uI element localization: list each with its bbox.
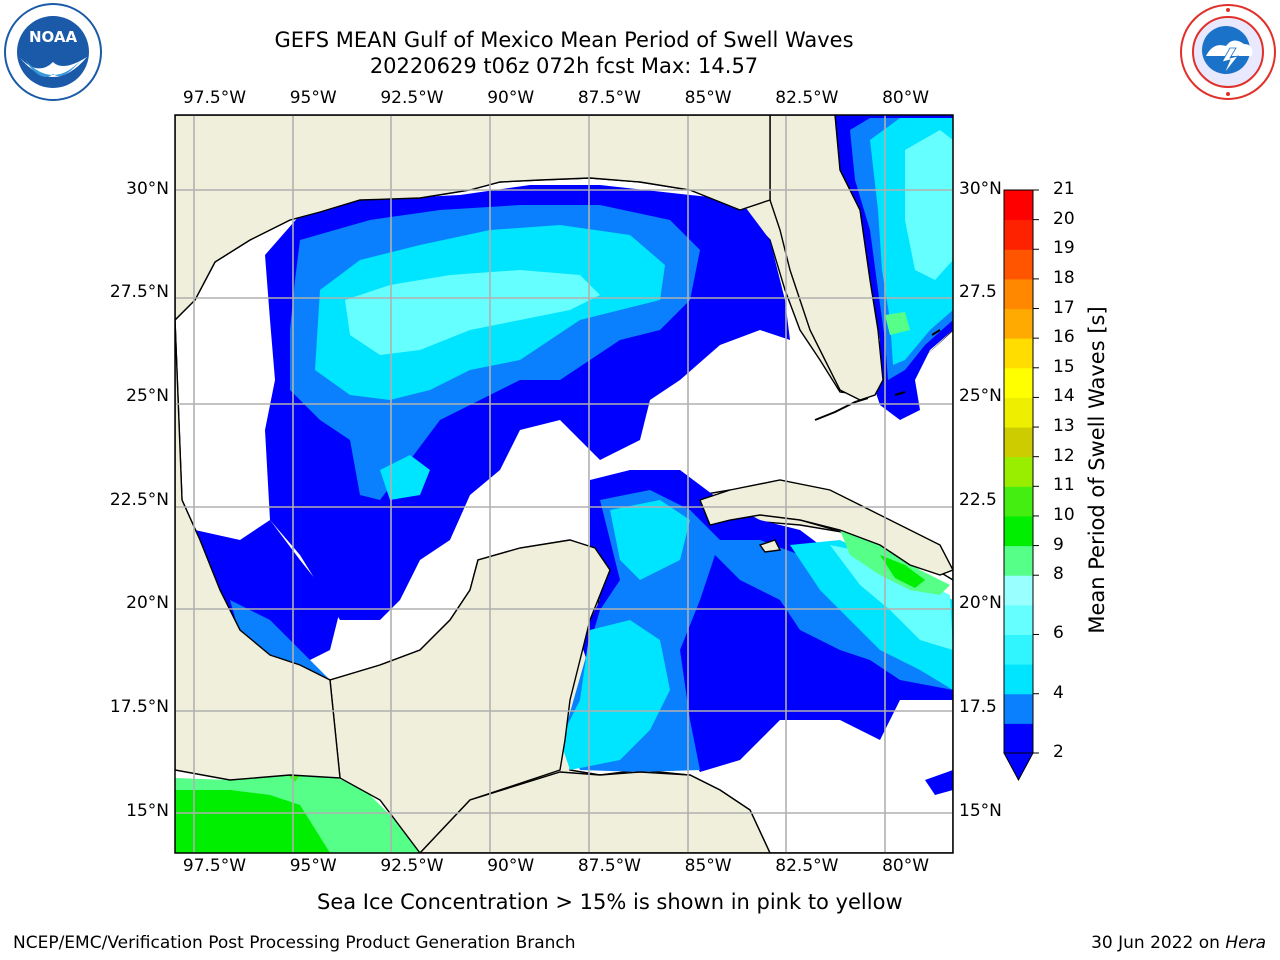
lat-tick-label-right: 25°N xyxy=(959,385,1002,406)
lon-tick-label-top: 85°W xyxy=(684,88,732,108)
colorbar-tick-label: 9 xyxy=(1053,534,1064,555)
nws-logo xyxy=(1180,4,1276,100)
lat-tick-label-left: 17.5°N xyxy=(109,696,169,717)
colorbar-segment xyxy=(1004,278,1033,310)
colorbar-tick-label: 10 xyxy=(1053,504,1075,525)
mexico-west-land xyxy=(175,319,341,781)
colorbar-segment xyxy=(1004,634,1033,665)
lon-tick-label-bottom: 80°W xyxy=(882,856,930,876)
lat-tick-label-left: 15°N xyxy=(126,800,169,821)
lat-tick-label-right: 15°N xyxy=(959,800,1002,821)
colorbar-segment xyxy=(1004,219,1033,250)
colorbar-tick-label: 16 xyxy=(1053,327,1075,348)
cuba-land xyxy=(699,479,953,576)
map-subtitle: 20220629 t06z 072h fcst Max: 14.57 xyxy=(369,54,759,78)
lon-tick-label-top: 82.5°W xyxy=(775,88,839,108)
lat-tick-label-right: 17.5 xyxy=(959,696,997,717)
lat-tick-label-left: 30°N xyxy=(126,178,169,199)
map-title: GEFS MEAN Gulf of Mexico Mean Period of … xyxy=(274,28,854,52)
lon-tick-label-bottom: 90°W xyxy=(487,856,535,876)
map-frame xyxy=(174,114,954,854)
lon-tick-label-top: 97.5°W xyxy=(182,88,247,108)
florida-keys xyxy=(814,397,869,421)
date-text: 30 Jun 2022 on xyxy=(1091,933,1226,953)
colorbar-segment xyxy=(1004,456,1033,487)
noaa-logo: NOAA xyxy=(4,3,102,101)
colorbar-tick-label: 15 xyxy=(1053,356,1075,377)
colorbar-segment xyxy=(1004,427,1033,458)
lat-tick-label-right: 20°N xyxy=(959,593,1002,614)
colorbar-segment xyxy=(1004,723,1033,754)
colorbar-segment xyxy=(1004,190,1033,221)
map-canvas xyxy=(175,115,953,853)
colorbar-segment xyxy=(1004,486,1033,517)
colorbar-segment xyxy=(1004,545,1033,576)
grid-lines xyxy=(175,115,953,853)
lon-tick-label-bottom: 97.5°W xyxy=(182,856,247,876)
lon-tick-label-top: 87.5°W xyxy=(577,88,641,108)
colorbar-tick-label: 13 xyxy=(1053,416,1075,437)
colorbar-segment xyxy=(1004,604,1033,635)
colorbar-tick-label: 17 xyxy=(1053,297,1075,318)
colorbar-tick-label: 12 xyxy=(1053,445,1075,466)
lat-tick-label-right: 30°N xyxy=(959,178,1002,199)
lon-tick-label-bottom: 87.5°W xyxy=(577,856,641,876)
colorbar-extend-arrow xyxy=(1003,752,1034,782)
colorbar-segment xyxy=(1004,249,1033,280)
lon-tick-label-bottom: 92.5°W xyxy=(380,856,444,876)
bahamas-islands xyxy=(894,329,941,396)
colorbar-segment xyxy=(1004,367,1033,398)
colorbar xyxy=(1003,189,1039,782)
colorbar-tick-label: 6 xyxy=(1053,623,1064,644)
colorbar-tick-label: 19 xyxy=(1053,238,1075,259)
noaa-logo-wordmark: NOAA xyxy=(29,28,78,46)
lon-tick-label-bottom: 95°W xyxy=(289,856,337,876)
colorbar-tick-label: 14 xyxy=(1053,386,1075,407)
colorbar-tick-label: 4 xyxy=(1053,682,1064,703)
colorbar-tick-label: 20 xyxy=(1053,208,1075,229)
colorbar-label: Mean Period of Swell Waves [s] xyxy=(1085,306,1109,634)
colorbar-segment xyxy=(1004,338,1033,369)
colorbar-segment xyxy=(1004,397,1033,428)
colorbar-segment xyxy=(1004,308,1033,339)
lat-tick-label-left: 27.5°N xyxy=(109,282,169,303)
lon-tick-label-top: 90°W xyxy=(487,88,535,108)
colorbar-segment xyxy=(1004,693,1033,724)
colorbar-tick-label: 18 xyxy=(1053,267,1075,288)
sea-ice-footnote: Sea Ice Concentration > 15% is shown in … xyxy=(317,890,903,914)
lon-tick-label-bottom: 85°W xyxy=(684,856,732,876)
colorbar-segment xyxy=(1004,664,1033,695)
lat-tick-label-right: 27.5 xyxy=(959,282,997,303)
lon-tick-label-top: 95°W xyxy=(289,88,337,108)
colorbar-tick-label: 21 xyxy=(1053,179,1075,199)
colorbar-tick-label: 11 xyxy=(1053,475,1075,496)
yucatan-land xyxy=(329,539,611,853)
colorbar-tick-label: 8 xyxy=(1053,564,1064,585)
colorbar-segment xyxy=(1004,575,1033,606)
date-stamp: 30 Jun 2022 on Hera xyxy=(1091,933,1266,953)
colorbar-tick-label: 2 xyxy=(1053,742,1064,762)
colorbar-segment xyxy=(1004,515,1033,547)
isla-juventud xyxy=(758,539,782,553)
lat-tick-label-left: 25°N xyxy=(126,385,169,406)
lon-tick-label-top: 92.5°W xyxy=(380,88,444,108)
lon-tick-label-top: 80°W xyxy=(882,88,930,108)
lat-tick-label-left: 22.5°N xyxy=(109,489,169,510)
colorbar-frame xyxy=(1003,189,1034,754)
lat-tick-label-right: 22.5 xyxy=(959,489,997,510)
credit-text: NCEP/EMC/Verification Post Processing Pr… xyxy=(13,933,576,953)
lon-tick-label-bottom: 82.5°W xyxy=(775,856,839,876)
machine-name: Hera xyxy=(1225,933,1266,953)
lat-tick-label-left: 20°N xyxy=(126,593,169,614)
